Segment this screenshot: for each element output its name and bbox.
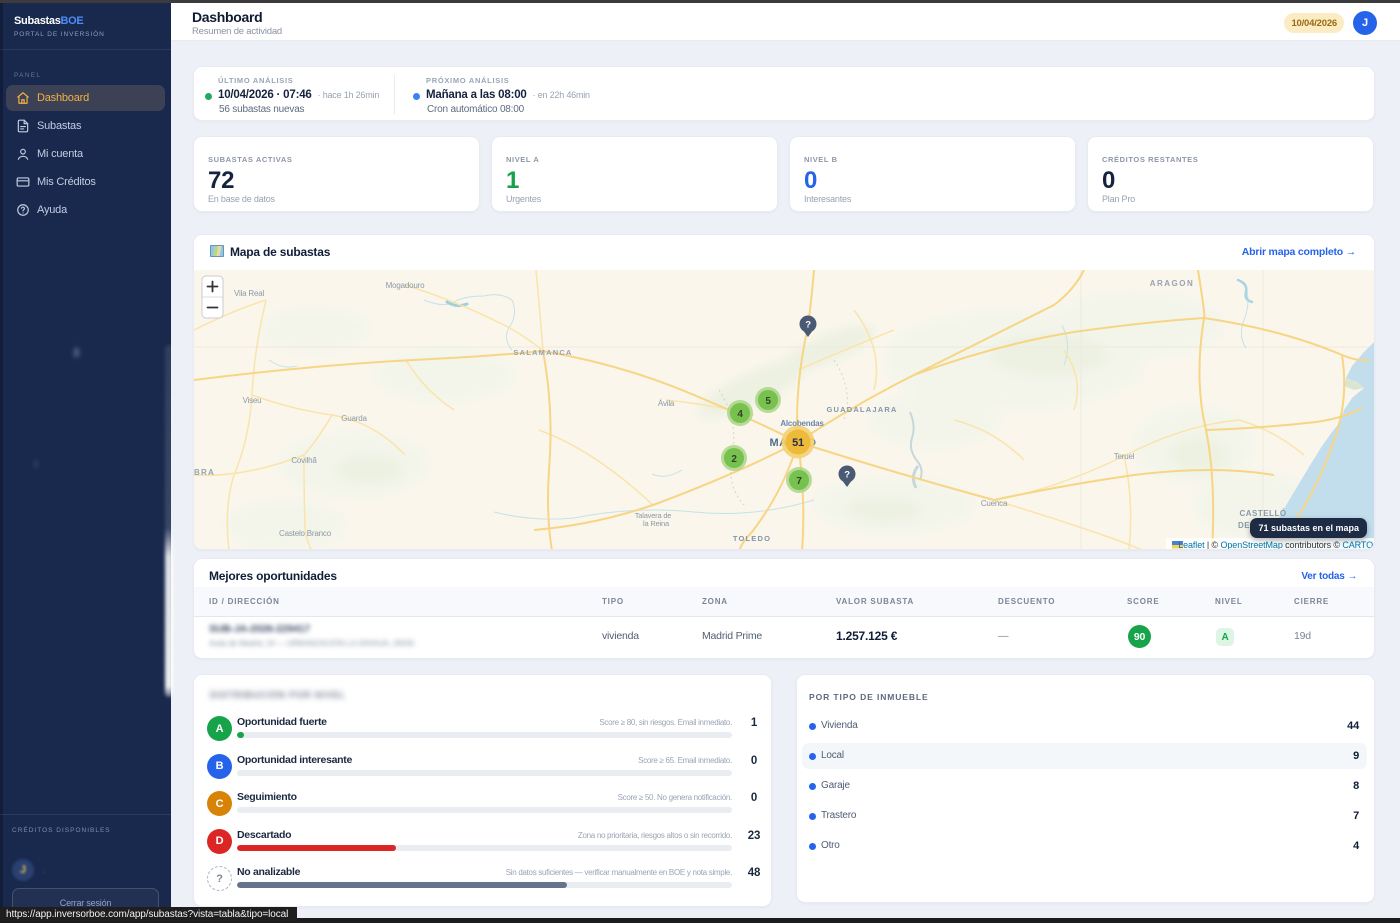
svg-text:4: 4 xyxy=(737,409,743,420)
svg-text:BRA: BRA xyxy=(194,468,215,477)
svg-text:la Reina: la Reina xyxy=(643,519,670,528)
svg-text:ARAGON: ARAGON xyxy=(1150,279,1195,288)
svg-text:Mogadouro: Mogadouro xyxy=(386,281,425,290)
svg-text:Castelo Branco: Castelo Branco xyxy=(279,529,332,538)
svg-text:Covilhã: Covilhã xyxy=(291,456,317,465)
svg-text:TOLEDO: TOLEDO xyxy=(733,534,771,543)
svg-text:Vila Real: Vila Real xyxy=(234,289,264,298)
svg-text:Viseu: Viseu xyxy=(243,396,262,405)
svg-text:?: ? xyxy=(844,470,850,481)
svg-text:Leaflet | © OpenStreetMap cont: Leaflet | © OpenStreetMap contributors ©… xyxy=(1178,540,1373,550)
svg-text:5: 5 xyxy=(765,396,771,407)
svg-text:Ávila: Ávila xyxy=(658,399,675,408)
svg-text:7: 7 xyxy=(796,476,802,487)
svg-text:2: 2 xyxy=(731,454,737,465)
svg-text:Guarda: Guarda xyxy=(341,414,367,423)
svg-text:Alcobendas: Alcobendas xyxy=(780,419,824,428)
svg-text:51: 51 xyxy=(792,437,804,449)
svg-text:Teruel: Teruel xyxy=(1114,452,1135,461)
svg-text:Talavera de: Talavera de xyxy=(635,511,672,520)
svg-text:?: ? xyxy=(805,320,811,331)
svg-text:SALAMANCA: SALAMANCA xyxy=(513,348,572,357)
svg-text:CASTELLÓ: CASTELLÓ xyxy=(1239,509,1286,518)
svg-text:Cuenca: Cuenca xyxy=(981,499,1008,508)
svg-text:GUADALAJARA: GUADALAJARA xyxy=(826,405,897,414)
